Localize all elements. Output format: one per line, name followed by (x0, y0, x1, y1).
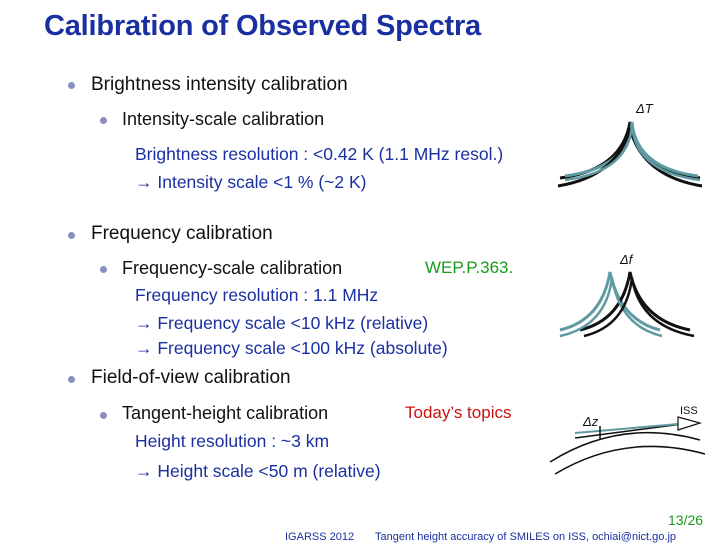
bullet-frequency (68, 232, 75, 239)
todays-topics-tag: Today’s topics (405, 403, 512, 422)
footer-talk: Tangent height accuracy of SMILES on ISS… (375, 531, 677, 543)
footer-conference: IGARSS 2012 (285, 531, 355, 543)
bullet-fov (68, 376, 75, 383)
sub-tangent-height: Tangent-height calibration (122, 403, 329, 423)
heading-fov: Field-of-view calibration (91, 367, 291, 388)
bullet-intensity-scale (100, 117, 107, 124)
delta-z-label: Δz (582, 414, 599, 429)
delta-f-label: Δf (619, 252, 634, 267)
bullet-brightness (68, 82, 75, 89)
heading-frequency: Frequency calibration (91, 223, 273, 244)
slide-title: Calibration of Observed Spectra (44, 10, 481, 42)
sub-frequency-scale: Frequency-scale calibration (122, 258, 343, 278)
brightness-resolution-text: Brightness resolution : <0.42 K (1.1 MHz… (135, 144, 504, 164)
frequency-relative-text: → Frequency scale <10 kHz (relative) (135, 313, 429, 333)
frequency-resolution-text: Frequency resolution : 1.1 MHz (135, 285, 379, 305)
intensity-scale-text: → Intensity scale <1 % (~2 K) (135, 172, 367, 192)
frequency-absolute-text: → Frequency scale <100 kHz (absolute) (135, 338, 448, 358)
reference-wep: WEP.P.363. (425, 258, 514, 277)
height-scale-text: → Height scale <50 m (relative) (135, 461, 381, 481)
bullet-tangent-height (100, 412, 107, 419)
page-number: 13/26 (668, 512, 704, 528)
bullet-frequency-scale (100, 266, 107, 273)
heading-brightness: Brightness intensity calibration (91, 74, 348, 95)
sub-intensity-scale: Intensity-scale calibration (122, 109, 325, 129)
height-resolution-text: Height resolution : ~3 km (135, 431, 330, 451)
iss-label: ISS (680, 405, 698, 417)
delta-t-label: ΔT (635, 101, 654, 116)
